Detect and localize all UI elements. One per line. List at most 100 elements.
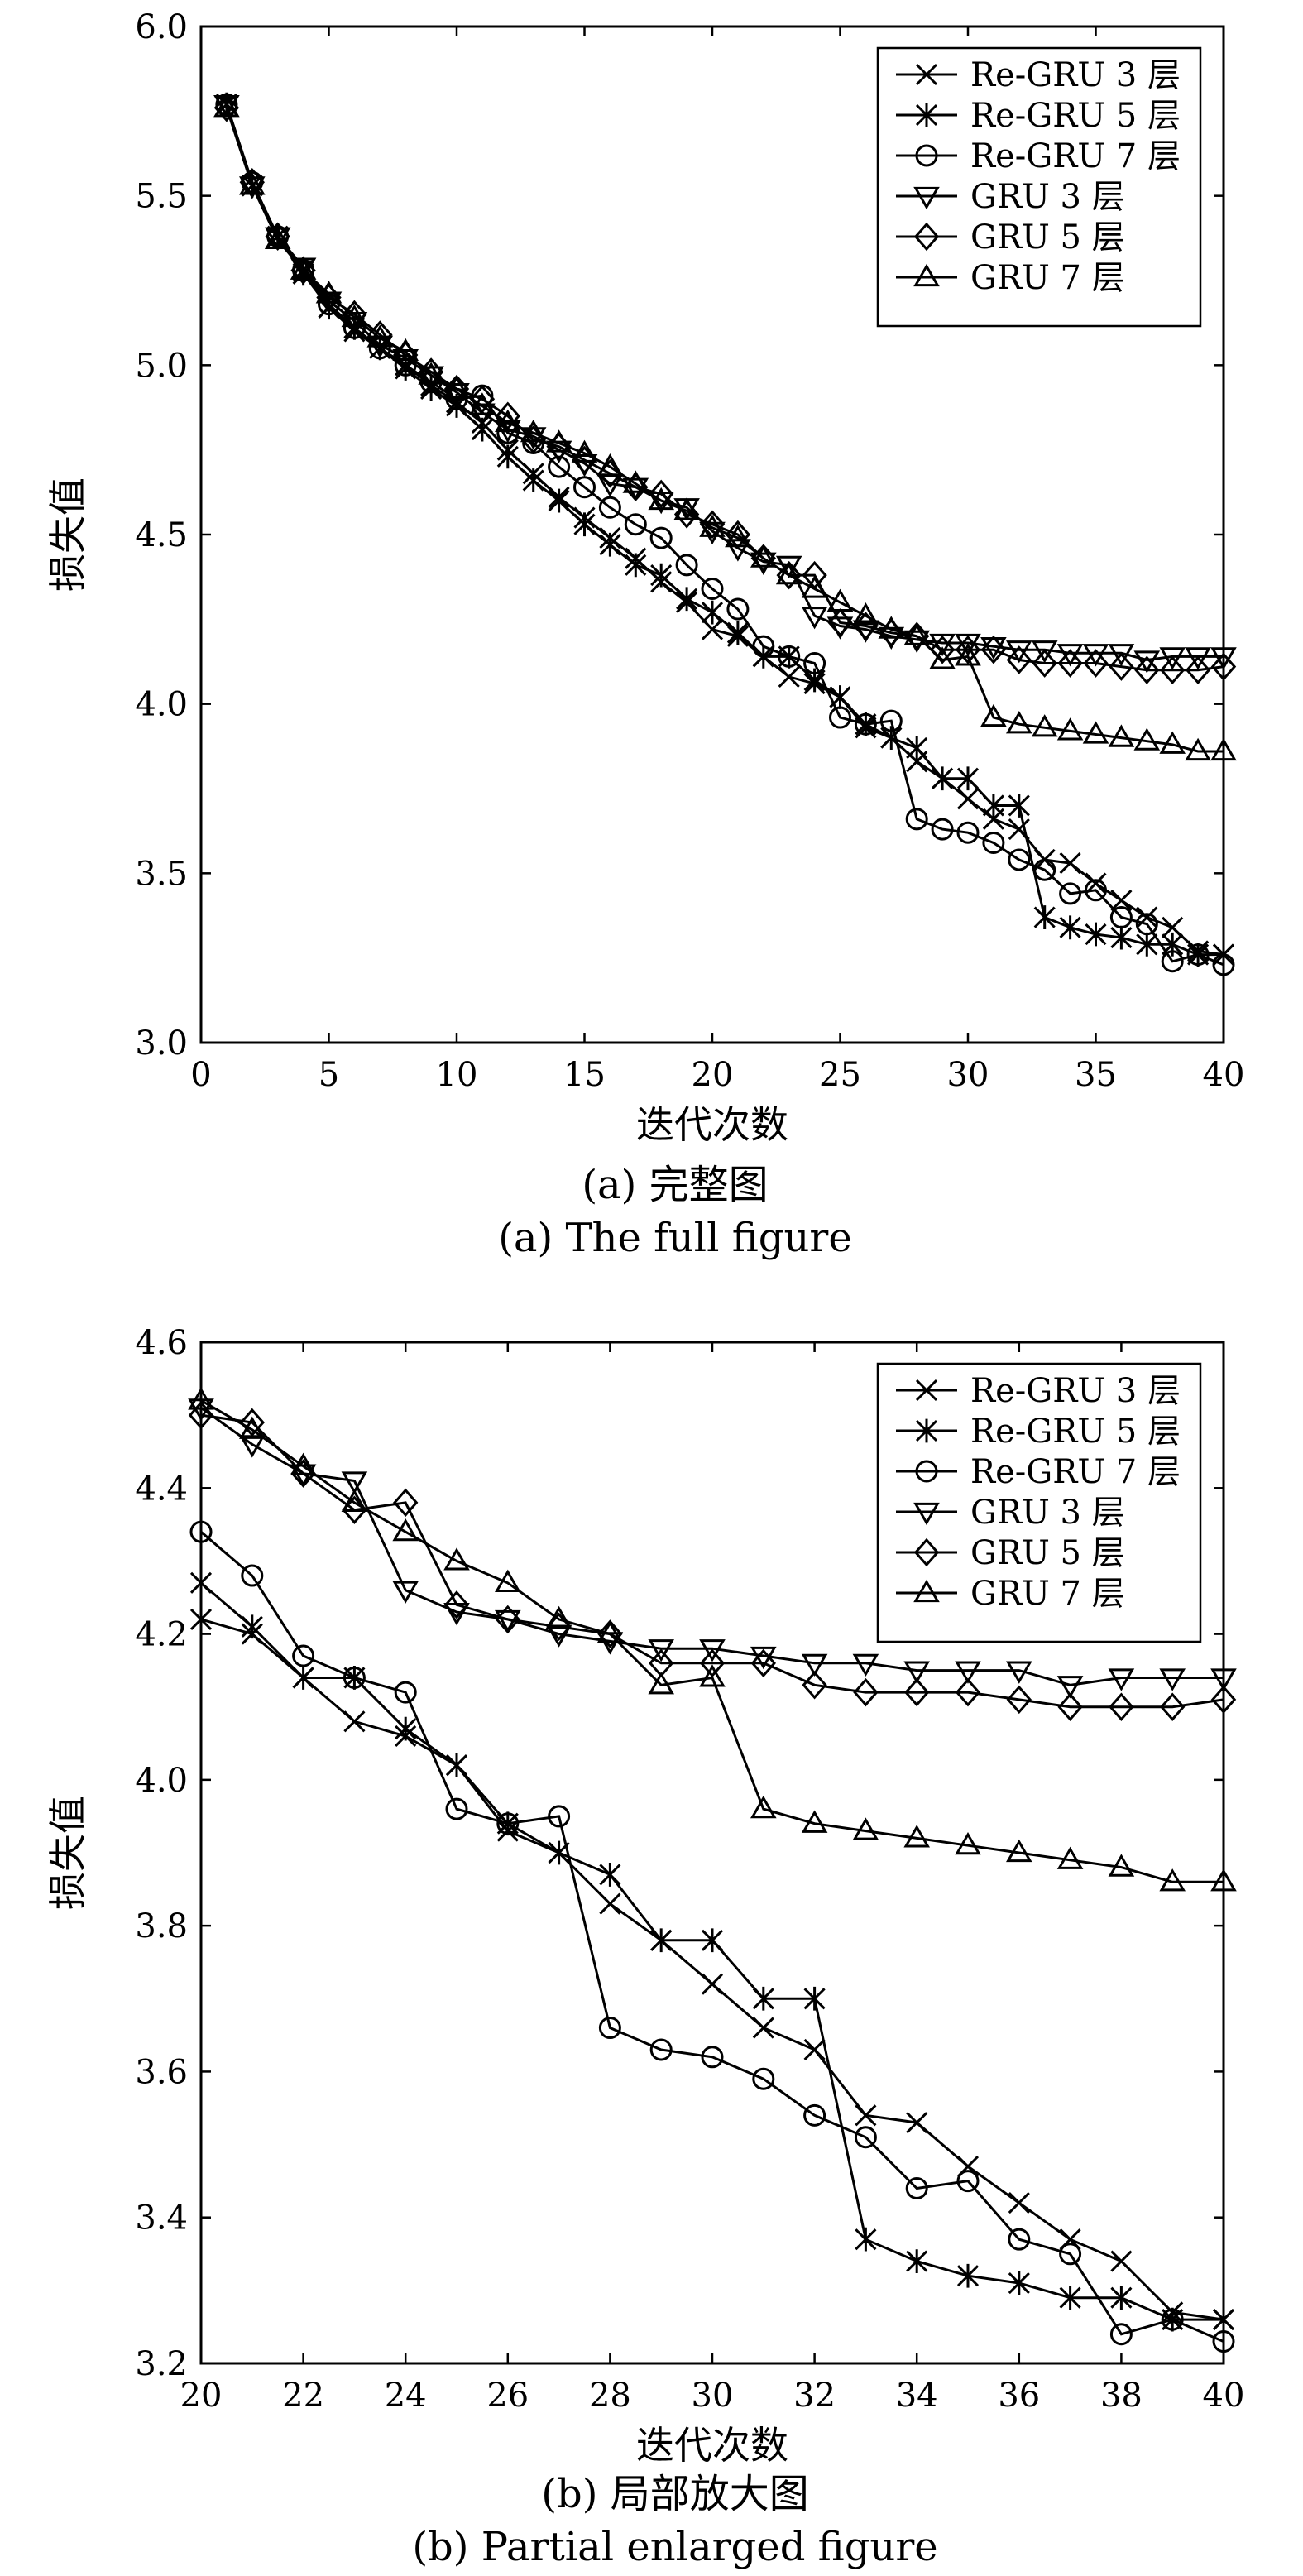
data-point (1056, 1846, 1084, 1869)
data-point (290, 257, 317, 280)
series-line (225, 103, 1224, 957)
data-point (725, 539, 751, 562)
data-point (264, 226, 291, 249)
data-point (750, 544, 776, 573)
data-point (189, 1571, 213, 1595)
x-tick-label: 25 (819, 1056, 861, 1094)
data-point (801, 575, 828, 598)
y-tick-label: 4.0 (135, 1762, 188, 1800)
data-point (1159, 731, 1186, 754)
data-point (752, 2067, 775, 2090)
data-point (701, 1928, 724, 1953)
legend-marker (915, 1418, 938, 1443)
data-point (520, 420, 547, 443)
series-gru-7 (188, 1387, 1237, 1892)
data-point (1008, 2228, 1031, 2251)
y-tick-label: 4.0 (135, 686, 188, 724)
data-point (903, 1661, 931, 1684)
data-point (366, 324, 394, 348)
series-re-gru-3 (189, 1608, 1235, 2331)
legend-marker (913, 263, 940, 287)
data-point (906, 2249, 928, 2273)
legend-entry-re-gru-5: Re-GRU 5 层 (896, 1413, 1181, 1451)
data-point (1108, 724, 1135, 747)
data-point (1083, 649, 1109, 678)
x-tick-label: 22 (282, 2377, 324, 2415)
data-point (801, 1653, 828, 1677)
x-tick-label: 30 (947, 1056, 989, 1094)
data-point (852, 1653, 879, 1677)
series-gru-7 (213, 94, 1237, 761)
legend-label: GRU 3 层 (970, 1494, 1125, 1532)
legend-marker (913, 1537, 940, 1567)
data-point (1161, 2308, 1184, 2331)
data-point (443, 375, 470, 399)
data-point (855, 2104, 877, 2127)
data-point (676, 587, 698, 612)
data-point (1082, 644, 1109, 667)
x-tick-label: 15 (563, 1056, 606, 1094)
legend-label: GRU 7 层 (970, 1575, 1125, 1613)
data-point (1160, 655, 1186, 685)
x-tick-label: 20 (692, 1056, 734, 1094)
data-point (290, 1452, 317, 1475)
data-point (778, 665, 800, 688)
y-tick-label: 4.2 (135, 1616, 188, 1654)
legend-label: Re-GRU 3 层 (970, 1372, 1181, 1410)
data-point (343, 1710, 366, 1733)
data-point (1005, 1661, 1032, 1684)
data-point (649, 479, 674, 509)
legend-entry-re-gru-3: Re-GRU 3 层 (896, 1372, 1181, 1410)
data-point (982, 831, 1005, 854)
data-point (956, 788, 980, 810)
series-line (200, 1399, 1224, 1883)
data-point (1056, 644, 1084, 667)
x-tick-label: 32 (793, 2377, 836, 2415)
data-point (803, 652, 826, 675)
data-point (292, 1644, 315, 1667)
data-point (496, 1812, 520, 1835)
series-re-gru-7 (189, 1520, 1235, 2353)
data-point (649, 2038, 673, 2061)
data-point (982, 794, 1004, 818)
y-tick-label: 3.6 (135, 2053, 188, 2091)
data-point (548, 455, 571, 478)
data-point (903, 1825, 931, 1848)
legend-entry-gru-7: GRU 7 层 (896, 1575, 1125, 1613)
x-tick-label: 28 (589, 2377, 631, 2415)
data-point (701, 1973, 724, 1995)
data-point (1059, 2286, 1081, 2310)
data-point (625, 553, 647, 578)
data-point (803, 1986, 826, 2011)
legend-entry-re-gru-7: Re-GRU 7 层 (896, 1453, 1181, 1491)
data-point (596, 1620, 624, 1643)
data-point (1008, 2271, 1030, 2295)
data-point (522, 468, 544, 492)
data-point (803, 2038, 826, 2061)
legend-label: Re-GRU 5 层 (970, 97, 1181, 135)
legend-marker (915, 63, 938, 86)
x-tick-label: 36 (998, 2377, 1040, 2415)
data-point (494, 1569, 521, 1592)
data-point (392, 338, 419, 362)
data-point (905, 808, 928, 831)
data-point (955, 1677, 981, 1707)
data-point (1005, 1839, 1032, 1863)
data-point (955, 1831, 981, 1855)
data-point (699, 521, 726, 545)
legend-label: GRU 5 层 (970, 1534, 1125, 1572)
data-point (188, 1400, 214, 1430)
data-point (1108, 1668, 1135, 1691)
data-point (1082, 721, 1109, 744)
legend-label: Re-GRU 7 层 (970, 1453, 1181, 1491)
data-point (469, 392, 496, 415)
data-point (495, 1605, 520, 1634)
legend-marker (915, 103, 938, 127)
x-axis-label: 迭代次数 (636, 1102, 788, 1147)
legend-marker (913, 1502, 940, 1526)
data-point (801, 607, 828, 630)
data-point (341, 304, 368, 328)
x-tick-label: 35 (1075, 1056, 1117, 1094)
data-point (1133, 727, 1161, 751)
